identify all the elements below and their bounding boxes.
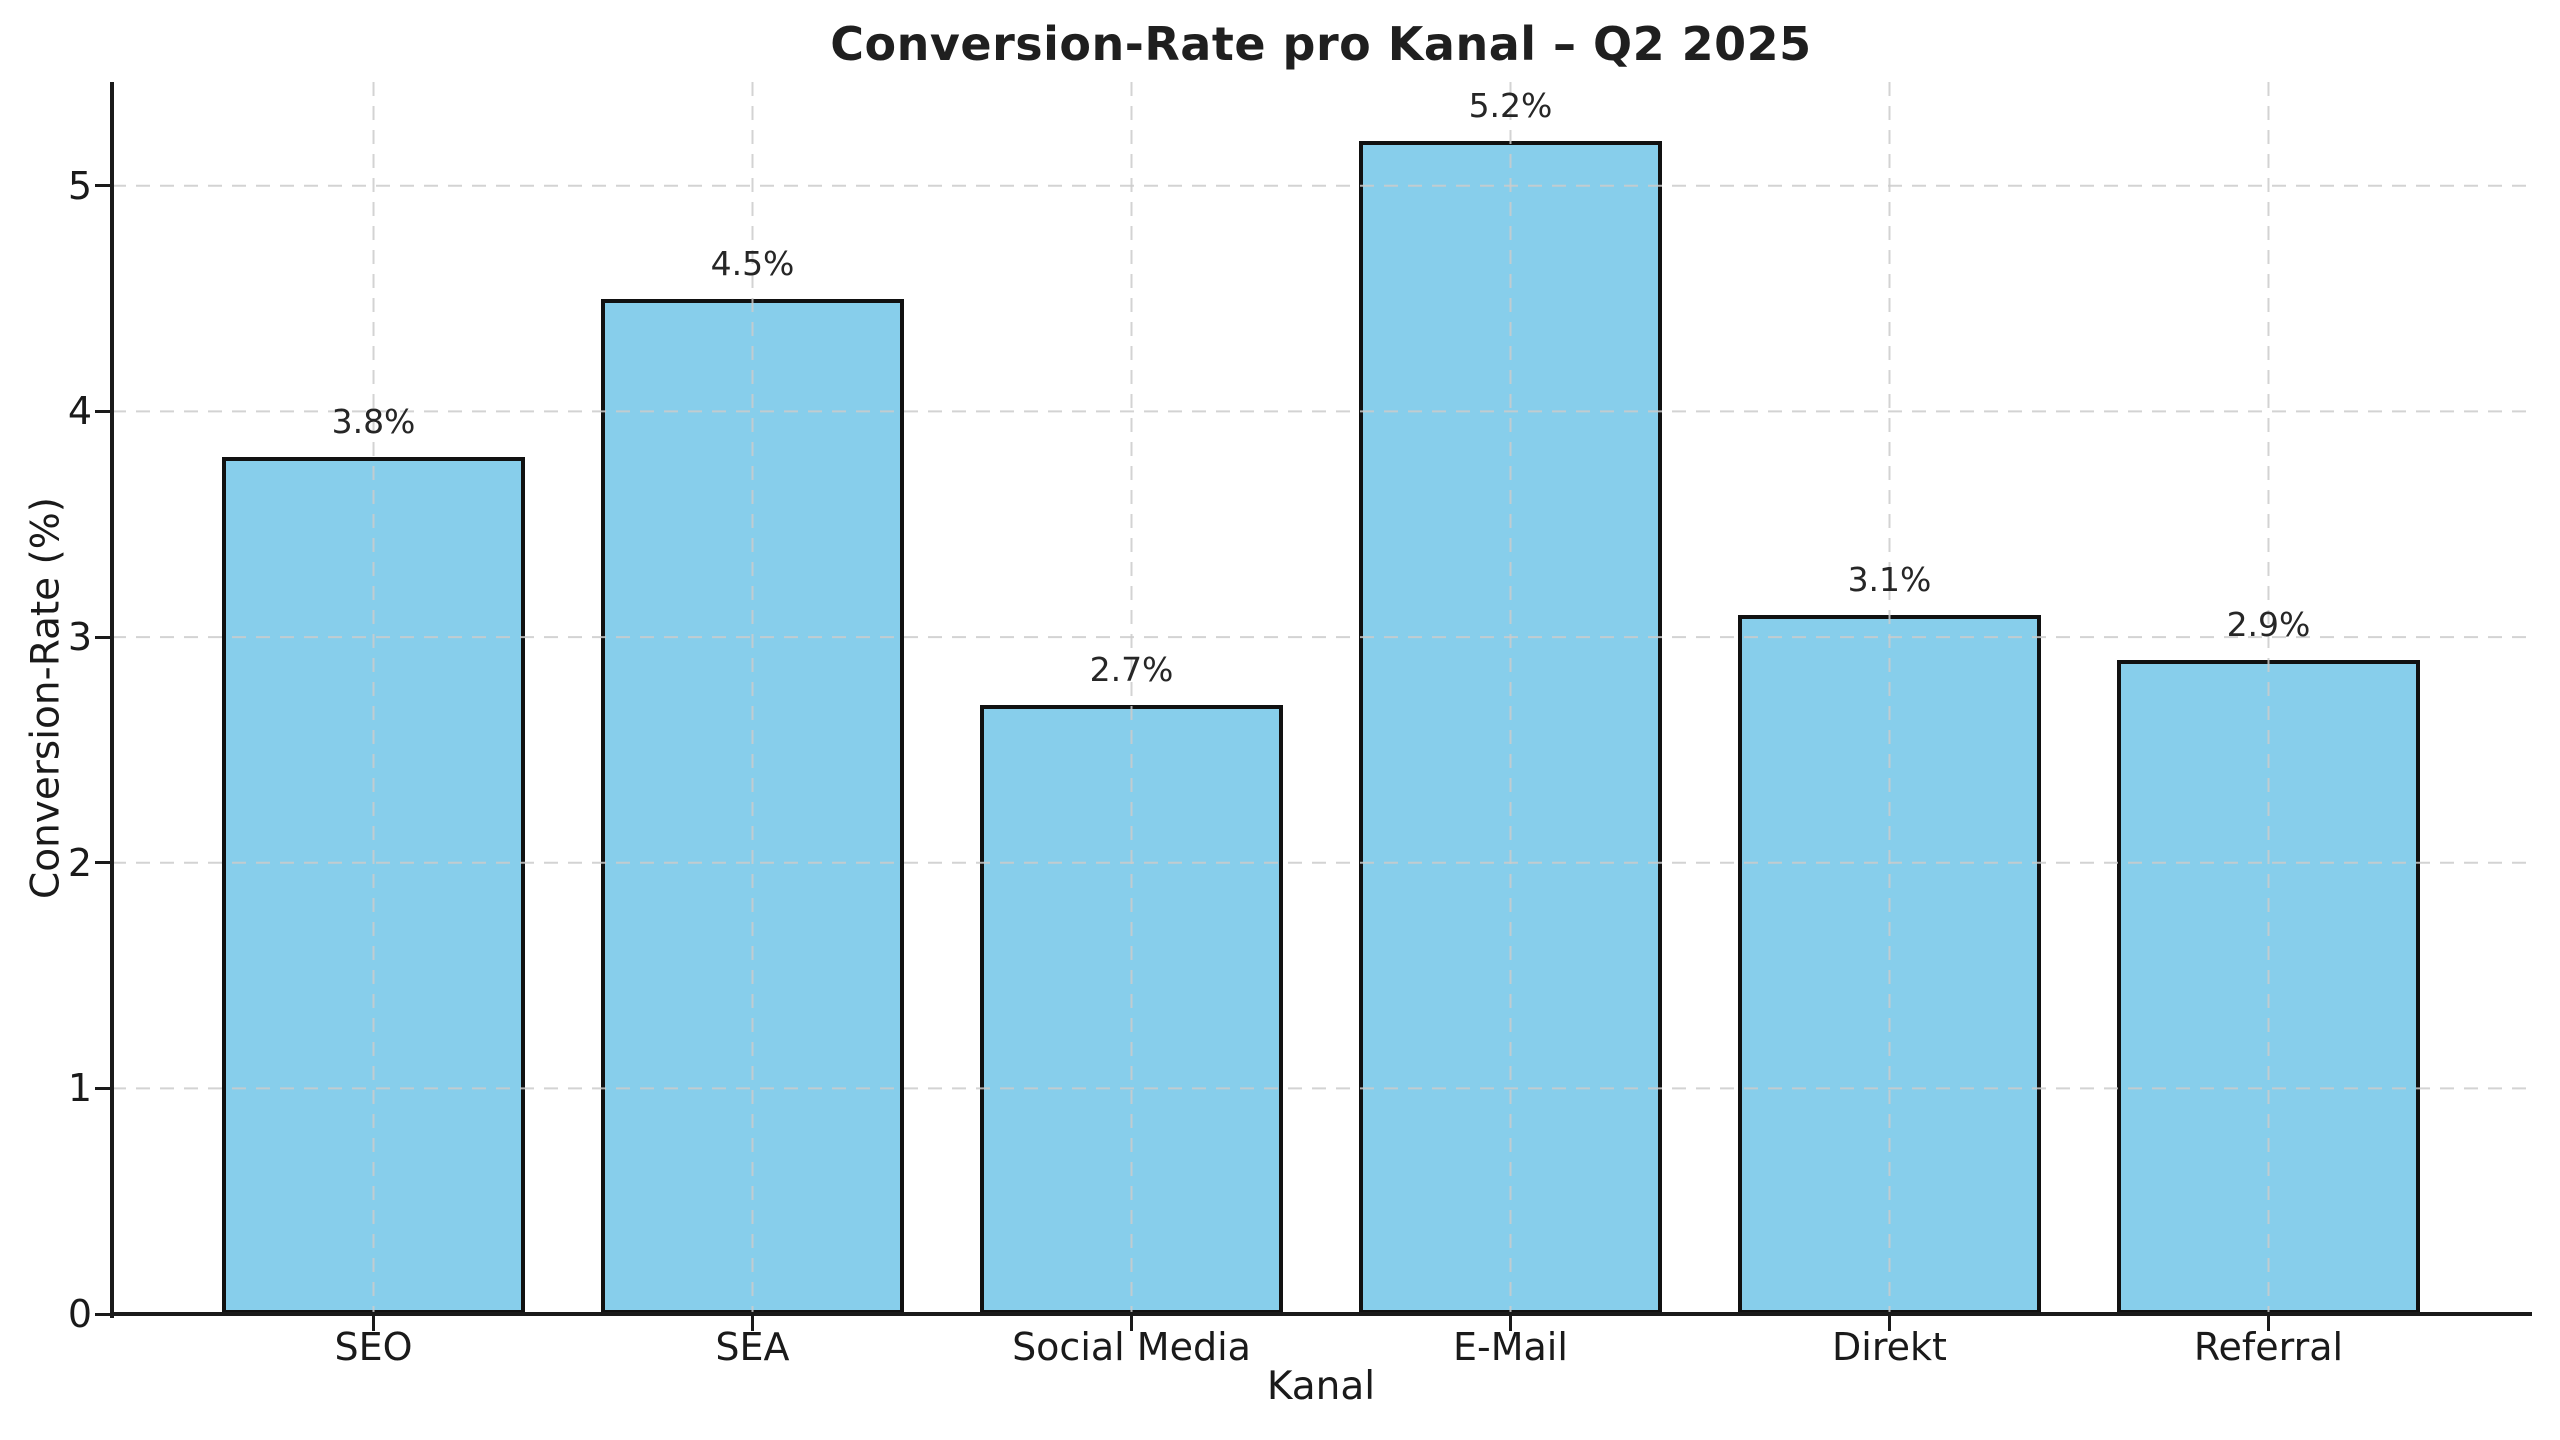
x-tick-label: Referral bbox=[2193, 1325, 2344, 1369]
x-tick-label: Direkt bbox=[1832, 1325, 1947, 1369]
bar bbox=[2116, 659, 2421, 1314]
bar-value-label: 4.5% bbox=[710, 243, 795, 283]
y-axis-spine bbox=[110, 82, 114, 1318]
y-tick-label: 4 bbox=[67, 389, 92, 434]
x-tick-mark bbox=[1130, 1316, 1133, 1331]
bar-value-label: 2.9% bbox=[2226, 604, 2311, 644]
bars-layer bbox=[112, 82, 2530, 1314]
x-axis-label: Kanal bbox=[1266, 1364, 1376, 1409]
bar bbox=[979, 704, 1284, 1314]
x-tick-label: E-Mail bbox=[1453, 1325, 1568, 1369]
bar-value-label: 5.2% bbox=[1468, 85, 1553, 125]
y-tick-mark bbox=[95, 861, 110, 865]
bar bbox=[1358, 140, 1663, 1314]
y-tick-label: 3 bbox=[67, 615, 92, 660]
x-tick-label: Social Media bbox=[1012, 1325, 1251, 1369]
bar-value-label: 3.1% bbox=[1847, 559, 1932, 599]
y-tick-label: 0 bbox=[67, 1292, 92, 1336]
x-tick-mark bbox=[1508, 1316, 1512, 1331]
y-tick-mark bbox=[95, 184, 110, 188]
bar bbox=[1737, 614, 2042, 1314]
x-tick-label: SEO bbox=[334, 1325, 413, 1369]
bar bbox=[600, 298, 905, 1314]
bar bbox=[221, 456, 526, 1314]
bar-value-label: 3.8% bbox=[331, 401, 416, 441]
y-tick-mark bbox=[95, 409, 110, 413]
plot-area: 0 1 2 3 4 5 3.8% SEO 4.5% SEA 2.7% Social Media 5.2%… bbox=[68, 82, 2532, 1369]
x-axis-spine bbox=[110, 1312, 2532, 1316]
chart-title: Conversion-Rate pro Kanal – Q2 2025 bbox=[830, 17, 1812, 71]
x-tick-mark bbox=[372, 1316, 375, 1331]
y-tick-label: 1 bbox=[67, 1066, 92, 1111]
x-tick-mark bbox=[1887, 1316, 1891, 1331]
y-tick-label: 2 bbox=[67, 840, 92, 885]
y-tick-mark bbox=[95, 1086, 110, 1090]
x-tick-mark bbox=[2266, 1316, 2270, 1331]
y-tick-label: 5 bbox=[67, 163, 92, 208]
y-tick-mark bbox=[95, 1312, 110, 1316]
x-tick-label: SEA bbox=[715, 1325, 790, 1369]
bar-value-label: 2.7% bbox=[1089, 649, 1174, 689]
y-tick-mark bbox=[95, 635, 110, 639]
x-tick-mark bbox=[751, 1316, 754, 1331]
